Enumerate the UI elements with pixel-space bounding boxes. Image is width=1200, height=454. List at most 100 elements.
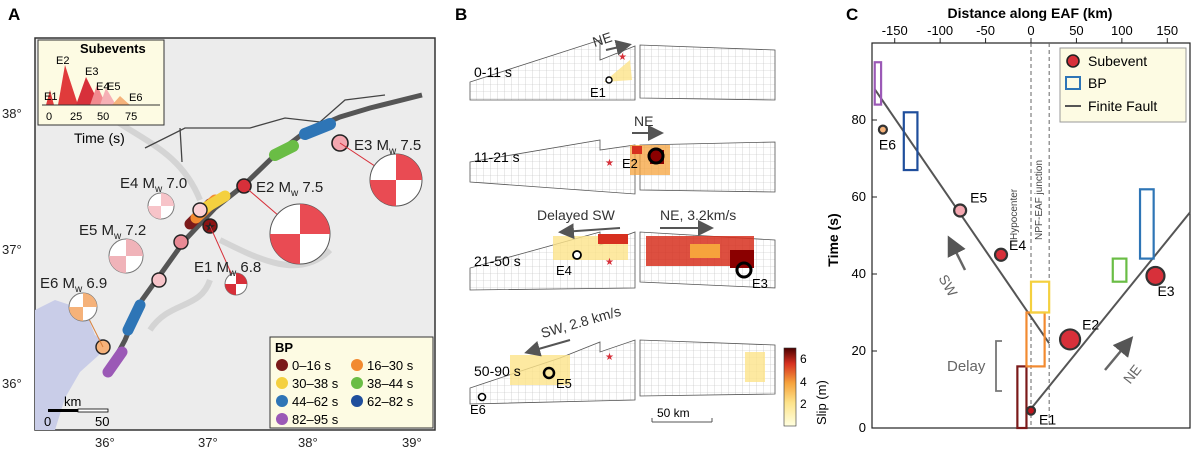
svg-text:0: 0	[44, 414, 51, 429]
svg-text:E4: E4	[96, 81, 109, 93]
subevent-points: E1 E2 E3 E4 E5 E6	[877, 124, 1175, 428]
svg-text:4: 4	[800, 375, 807, 389]
bp-box	[1138, 188, 1155, 260]
svg-text:NE: NE	[634, 113, 653, 129]
map-panel: ★ E3 Mw 7.5 E2 Mw 7.5 E4 Mw 7	[2, 37, 436, 450]
map-axes: 38° 37° 36° 36° 37° 38° 39°	[2, 106, 422, 450]
svg-text:38°: 38°	[2, 106, 22, 121]
svg-text:E5: E5	[556, 376, 572, 391]
x-tick-label: 50	[1069, 23, 1083, 38]
svg-text:50: 50	[97, 111, 109, 123]
label-e4: E4 Mw 7.0	[120, 175, 187, 195]
svg-text:0-11 s: 0-11 s	[474, 64, 512, 80]
svg-text:38–44 s: 38–44 s	[367, 376, 414, 391]
subevent-point	[1025, 405, 1037, 416]
svg-text:Subevent: Subevent	[1088, 53, 1147, 69]
x-tick-label: -50	[976, 23, 995, 38]
chart-legend: Subevent BP Finite Fault	[1059, 47, 1187, 123]
x-axis-title: Distance along EAF (km)	[948, 5, 1113, 21]
bp-box	[1111, 257, 1128, 283]
svg-text:82–95 s: 82–95 s	[292, 412, 339, 427]
subevent-label: E2	[1082, 316, 1099, 332]
colorbar-label: Slip (m)	[814, 380, 829, 425]
svg-text:36°: 36°	[2, 376, 22, 391]
y-tick-labels: 0 20 40 60 80	[852, 112, 877, 435]
svg-text:NE, 3.2km/s: NE, 3.2km/s	[660, 207, 736, 223]
slip-row-2: 11-21 s NE E2 ★	[469, 113, 776, 195]
svg-text:0–16 s: 0–16 s	[292, 358, 332, 373]
bp-box	[873, 61, 883, 106]
x-tick-label: 0	[1027, 23, 1034, 38]
finite-fault-line	[1030, 211, 1191, 410]
map-scale-bar: km 0 50	[44, 394, 109, 429]
svg-text:km: km	[64, 394, 81, 409]
svg-text:SW, 2.8 km/s: SW, 2.8 km/s	[539, 303, 623, 341]
svg-text:★: ★	[605, 158, 614, 169]
y-tick-label: 20	[852, 343, 866, 358]
svg-text:E3: E3	[752, 276, 768, 291]
label-e3: E3 Mw 7.5	[354, 137, 421, 157]
secondary-fault	[144, 94, 386, 163]
svg-text:E2: E2	[622, 156, 638, 171]
subevent-label: E4	[1009, 237, 1026, 253]
svg-text:25: 25	[70, 111, 82, 123]
x-tick-label: -100	[927, 23, 953, 38]
svg-text:38°: 38°	[298, 435, 318, 450]
slip-row-1: 0-11 s NE E1 ★	[469, 29, 776, 101]
x-tick-label: 100	[1111, 23, 1133, 38]
b-scale-label: 50 km	[657, 406, 690, 420]
svg-text:E5: E5	[107, 81, 120, 93]
hypocenter-label: Hypocenter	[1009, 188, 1020, 240]
label-e1: E1 Mw 6.8	[194, 259, 261, 279]
subevent-label: E3	[1157, 283, 1174, 299]
y-tick-label: 60	[852, 189, 866, 204]
junction-label: NPF-EAF junction	[1034, 160, 1045, 240]
slip-row-4: 50-90 s SW, 2.8 km/s E5 E6 ★	[469, 303, 776, 417]
sea-area	[35, 300, 110, 430]
svg-text:Delayed SW: Delayed SW	[537, 207, 616, 223]
bp-box	[902, 111, 919, 172]
svg-text:2: 2	[800, 397, 807, 411]
subevent-label: E5	[970, 189, 987, 205]
svg-text:37°: 37°	[198, 435, 218, 450]
slip-colorbar	[783, 347, 797, 427]
y-axis-title: Time (s)	[825, 213, 841, 266]
svg-text:0: 0	[46, 111, 52, 123]
subevent-point	[1058, 328, 1082, 351]
bp-boxes	[873, 61, 1155, 430]
bp-box	[1016, 365, 1028, 430]
svg-text:16–30 s: 16–30 s	[367, 358, 414, 373]
panel-label-a: A	[8, 5, 20, 24]
subevent-point	[877, 124, 889, 135]
subevent-label: E6	[879, 137, 896, 153]
svg-text:★: ★	[605, 257, 614, 268]
svg-text:E2: E2	[56, 55, 69, 67]
inset-xlabel: Time (s)	[74, 130, 125, 146]
y-tick-label: 0	[859, 420, 866, 435]
label-e5: E5 Mw 7.2	[79, 222, 146, 242]
panel-label-c: C	[846, 5, 858, 24]
svg-text:E1: E1	[44, 91, 57, 103]
svg-text:62–82 s: 62–82 s	[367, 394, 414, 409]
svg-text:11-21 s: 11-21 s	[474, 149, 520, 165]
y-tick-label: 40	[852, 266, 866, 281]
inset-title: Subevents	[80, 41, 146, 56]
svg-text:21-50 s: 21-50 s	[474, 253, 521, 269]
svg-text:★: ★	[605, 352, 614, 363]
svg-text:Finite Fault: Finite Fault	[1088, 98, 1157, 114]
svg-text:E6: E6	[470, 402, 486, 417]
label-e2: E2 Mw 7.5	[256, 179, 323, 199]
panel-label-b: B	[455, 5, 467, 24]
subevent-point	[953, 203, 968, 218]
slip-row-3: 21-50 s Delayed SW NE, 3.2km/s E4 E3 ★	[469, 207, 776, 291]
svg-text:50-90 s: 50-90 s	[474, 363, 521, 379]
x-tick-label: -150	[882, 23, 908, 38]
svg-text:★: ★	[618, 52, 627, 63]
y-tick-label: 80	[852, 112, 866, 127]
event-labels: E3 Mw 7.5 E2 Mw 7.5 E4 Mw 7.0 E5 Mw 7.2 …	[40, 137, 421, 295]
svg-text:6: 6	[800, 352, 807, 366]
time-distance-chart: Distance along EAF (km) Time (s) -150 -10…	[825, 5, 1191, 435]
finite-fault-panel: 0-11 s NE E1 ★ 11-21 s NE E2 ★	[469, 29, 829, 427]
label-e6: E6 Mw 6.9	[40, 275, 107, 295]
